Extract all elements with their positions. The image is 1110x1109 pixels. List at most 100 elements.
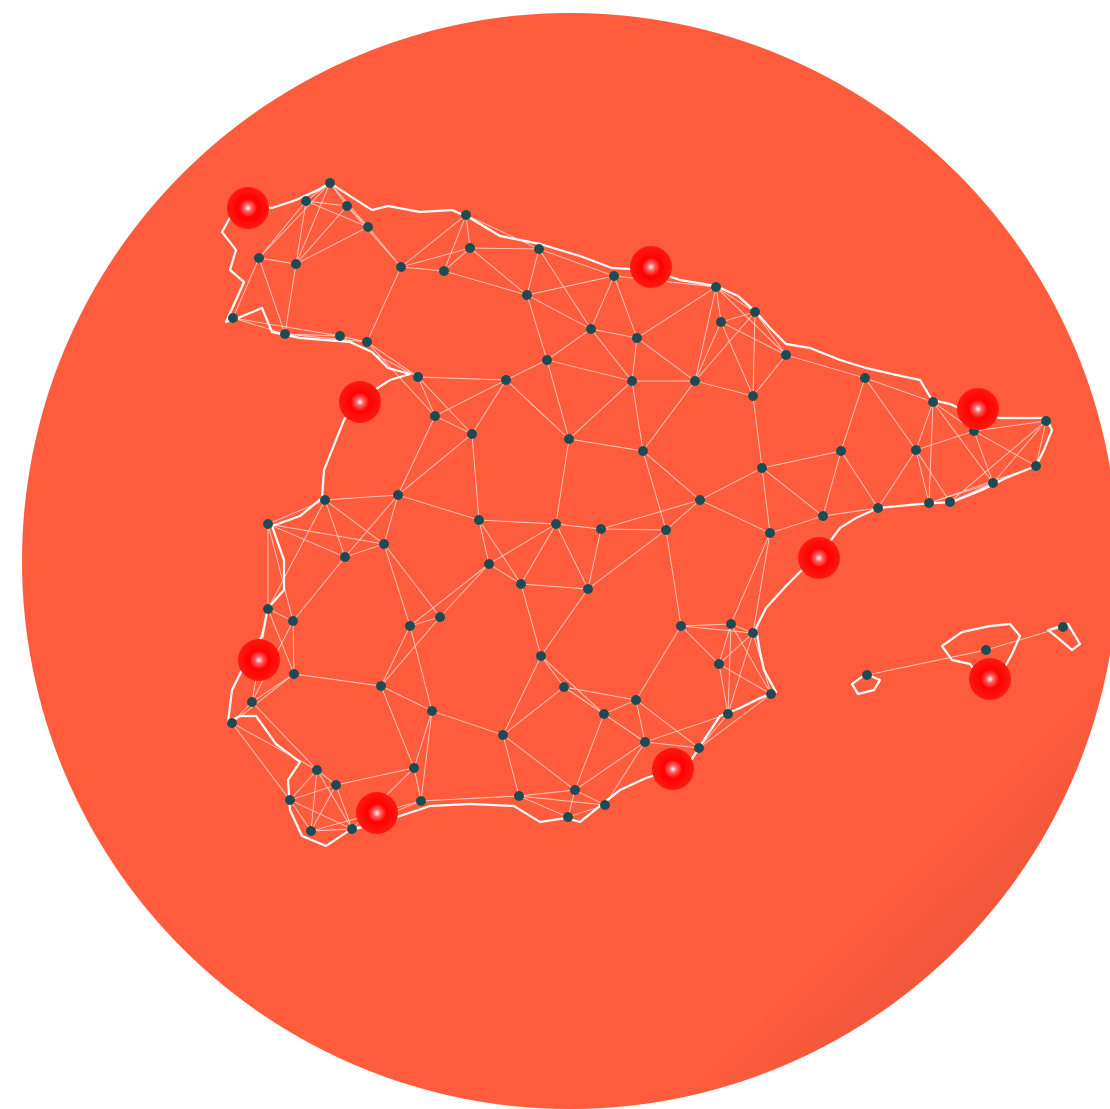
network-node — [711, 282, 721, 292]
network-edge — [604, 741, 646, 806]
network-edge — [785, 354, 866, 379]
network-edge — [973, 430, 1037, 467]
network-edge — [538, 248, 615, 277]
network-edge — [344, 543, 385, 558]
network-edge — [546, 359, 570, 440]
network-edge — [400, 214, 467, 268]
network-edge — [439, 563, 490, 618]
network-node — [1058, 622, 1068, 632]
network-edge — [520, 523, 557, 585]
network-edge — [346, 205, 402, 268]
network-edge — [754, 311, 787, 356]
country-outline — [220, 181, 1082, 848]
network-node — [599, 709, 609, 719]
network-edge — [761, 467, 771, 534]
network-edge — [502, 734, 520, 797]
network-node — [301, 196, 311, 206]
network-node — [723, 709, 733, 719]
network-edge — [284, 333, 368, 343]
network-edge — [232, 257, 260, 319]
network-node — [945, 497, 955, 507]
network-edge — [973, 430, 994, 484]
network-node — [1031, 461, 1041, 471]
network-edge — [752, 395, 763, 469]
network-edge — [590, 275, 615, 330]
network-node — [860, 373, 870, 383]
network-node — [291, 259, 301, 269]
network-edge — [400, 247, 471, 268]
network-node — [335, 331, 345, 341]
highlight-marker — [957, 388, 999, 430]
network-edge — [258, 200, 307, 259]
network-node — [536, 651, 546, 661]
network-edge — [730, 623, 772, 695]
network-edge — [720, 321, 754, 397]
network-edge — [443, 270, 528, 296]
highlight-marker — [339, 381, 381, 423]
network-edge — [613, 275, 638, 339]
network-edge — [443, 214, 467, 272]
network-edge — [380, 625, 411, 687]
network-node — [716, 317, 726, 327]
network-node — [632, 333, 642, 343]
network-edge — [718, 623, 732, 665]
network-edge — [555, 438, 570, 525]
network-node — [514, 791, 524, 801]
background-disc — [22, 13, 1110, 1109]
network-edge — [636, 337, 696, 382]
network-edge — [502, 734, 576, 791]
network-edge — [316, 769, 353, 830]
network-edge — [295, 226, 369, 265]
network-node — [781, 350, 791, 360]
network-node — [320, 495, 330, 505]
network-node — [862, 670, 872, 680]
network-edge — [251, 673, 295, 703]
network-node — [340, 552, 350, 562]
network-edge — [644, 741, 700, 749]
network-edge — [680, 625, 754, 634]
network-edge — [324, 494, 399, 501]
highlight-marker — [227, 187, 269, 229]
network-node — [522, 290, 532, 300]
network-edge — [335, 784, 353, 830]
network-edge — [694, 380, 754, 397]
network-edge — [730, 532, 771, 625]
network-edge — [295, 200, 307, 265]
network-edge — [413, 710, 433, 769]
network-edge — [434, 415, 473, 435]
network-edge — [366, 341, 436, 417]
network-edge — [465, 214, 540, 250]
network-edge — [417, 376, 473, 435]
network-edge — [366, 341, 419, 378]
network-node — [413, 372, 423, 382]
network-edge — [289, 769, 318, 801]
network-edge — [715, 286, 787, 356]
network-node — [695, 495, 705, 505]
network-node — [638, 446, 648, 456]
network-edge — [292, 556, 346, 622]
network-node — [409, 763, 419, 773]
network-edge — [718, 663, 772, 695]
network-node — [757, 463, 767, 473]
network-edge — [258, 257, 286, 335]
network-edge — [478, 519, 490, 565]
network-edge — [367, 226, 402, 268]
network-edge — [761, 450, 842, 469]
network-node — [405, 621, 415, 631]
network-edge — [718, 663, 729, 715]
network-edge — [699, 499, 771, 534]
network-edge — [1035, 420, 1047, 467]
network-edge — [431, 710, 504, 736]
network-edge — [600, 499, 701, 530]
network-edge — [840, 377, 866, 452]
network-edge — [420, 710, 433, 802]
network-edge — [727, 632, 754, 715]
network-edge — [699, 467, 763, 501]
network-nodes — [227, 178, 1068, 836]
network-edge — [642, 380, 696, 452]
network-edge — [251, 701, 318, 771]
network-edge — [563, 686, 637, 701]
network-node — [461, 210, 471, 220]
network-edge — [267, 523, 294, 622]
